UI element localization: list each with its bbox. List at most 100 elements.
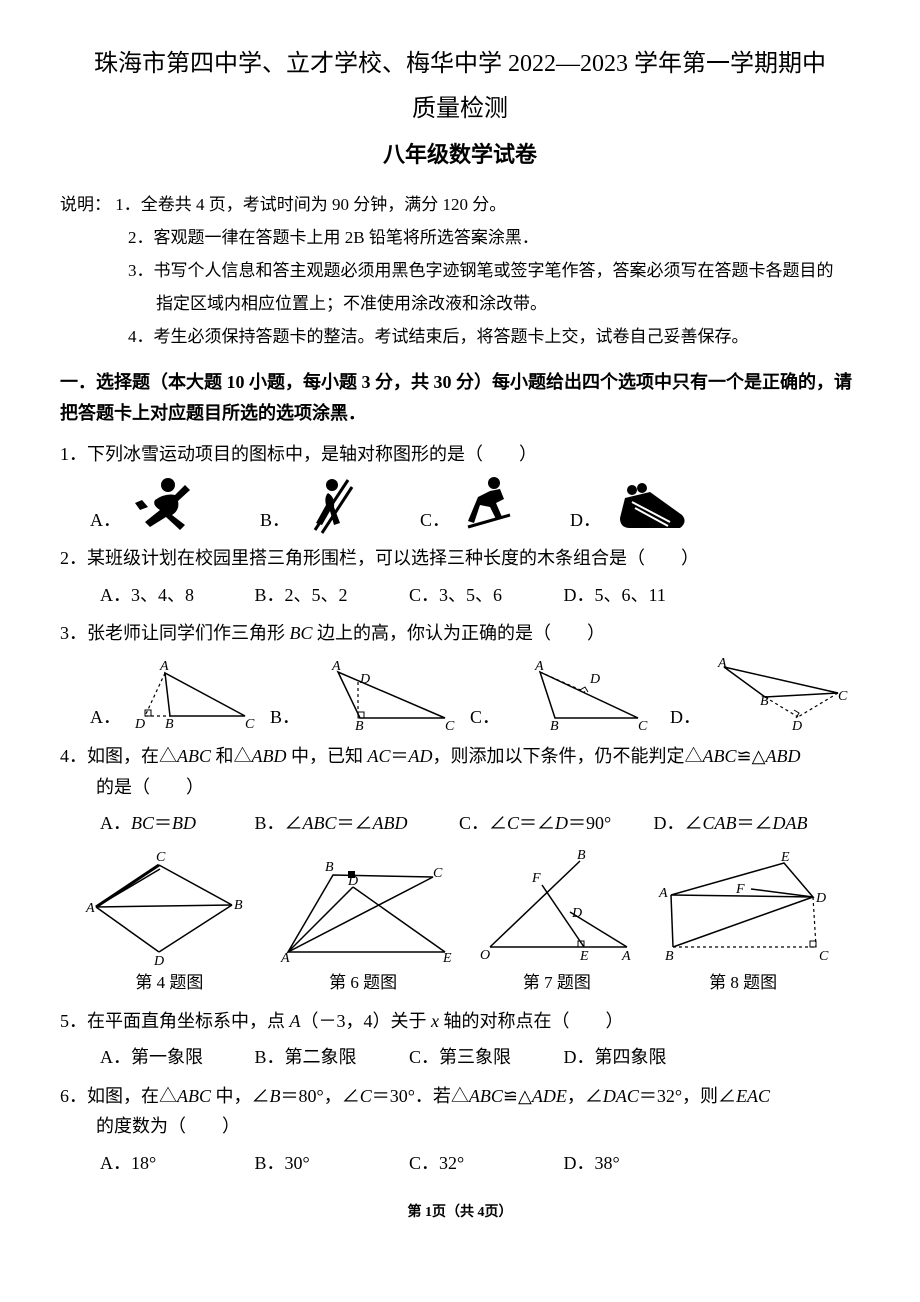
q3-post: 边上的高，你认为正确的是（ ）	[313, 623, 606, 643]
q6-abc: ABC	[177, 1086, 211, 1106]
question-5-text: 5．在平面直角坐标系中，点 A（－3，4）关于 x 轴的对称点在（ ）	[60, 1006, 860, 1037]
figure-q6: B D C A E	[263, 847, 463, 967]
svg-text:C: C	[819, 949, 829, 964]
q3-opt-d-label: D．	[670, 702, 710, 733]
svg-text:C: C	[433, 866, 443, 881]
q6-ade: ADE	[532, 1086, 567, 1106]
q4c-l: C	[507, 813, 519, 833]
q4-abc: ABC	[177, 746, 211, 766]
page-title-line2: 质量检测	[60, 89, 860, 130]
question-1-text: 1．下列冰雪运动项目的图标中，是轴对称图形的是（ ）	[60, 439, 860, 470]
svg-text:B: B	[234, 898, 243, 913]
q2-opt-a: A．3、4、8	[100, 580, 250, 611]
q4-ac: AC	[368, 746, 391, 766]
instruction-3b: 指定区域内相应位置上；不准使用涂改液和涂改带。	[60, 290, 860, 319]
svg-text:E: E	[780, 850, 790, 865]
svg-text:A: A	[280, 951, 290, 966]
svg-text:B: B	[550, 719, 559, 733]
q6-dac: DAC	[603, 1086, 639, 1106]
figure-q6-caption: 第 6 题图	[329, 969, 397, 998]
svg-text:A: A	[621, 949, 631, 964]
svg-text:D: D	[134, 717, 145, 732]
svg-text:D: D	[815, 891, 826, 906]
sport-icon-b	[300, 475, 360, 535]
question-4-text: 4．如图，在△ABC 和△ABD 中，已知 AC＝AD，则添加以下条件，仍不能判…	[60, 741, 860, 802]
instruction-4: 4．考生必须保持答题卡的整洁。考试结束后，将答题卡上交，试卷自己妥善保存。	[60, 323, 860, 352]
q3-opt-b-label: B．	[270, 702, 310, 733]
page-subtitle: 八年级数学试卷	[60, 136, 860, 173]
q6-m1: 中，∠	[211, 1086, 270, 1106]
figure-q8: E A F D B C	[651, 847, 836, 967]
q6-opt-b: B．30°	[255, 1148, 405, 1179]
question-6-options: A．18° B．30° C．32° D．38°	[100, 1148, 860, 1179]
q4c-r: D	[555, 813, 568, 833]
q6-opt-d: D．38°	[564, 1148, 714, 1179]
svg-text:B: B	[355, 719, 364, 733]
svg-text:C: C	[245, 717, 255, 732]
page-title-line1: 珠海市第四中学、立才学校、梅华中学 2022—2023 学年第一学期期中	[60, 44, 860, 85]
svg-text:B: B	[577, 848, 586, 863]
question-2-text: 2．某班级计划在校园里搭三角形围栏，可以选择三种长度的木条组合是（ ）	[60, 543, 860, 574]
triangle-altitude-a: A D B C	[130, 658, 260, 733]
sport-icon-d	[610, 480, 690, 535]
sport-icon-a	[130, 475, 200, 535]
svg-text:A: A	[534, 659, 544, 674]
question-4-options: A．BC＝BD B．∠ABC＝∠ABD C．∠C＝∠D＝90° D．∠CAB＝∠…	[100, 808, 860, 839]
triangle-altitude-c: A D B C	[510, 658, 660, 733]
q5-axis: x	[431, 1011, 439, 1031]
instruction-3a: 3．书写个人信息和答主观题必须用黑色字迹钢笔或签字笔作答，答案必须写在答题卡各题…	[60, 257, 860, 286]
q4d-eq: ＝∠	[737, 813, 773, 833]
q5-coords: （－3，4）关于	[301, 1011, 432, 1031]
q6-line2: 的度数为（ ）	[60, 1111, 860, 1142]
question-5-options: A．第一象限 B．第二象限 C．第三象限 D．第四象限	[100, 1042, 860, 1073]
svg-text:C: C	[445, 719, 455, 733]
q4d-l: CAB	[703, 813, 737, 833]
svg-text:D: D	[153, 954, 164, 967]
q5-opt-a: A．第一象限	[100, 1042, 250, 1073]
svg-text:E: E	[442, 951, 452, 966]
q5-pt: A	[290, 1011, 301, 1031]
question-3-text: 3．张老师让同学们作三角形 BC 边上的高，你认为正确的是（ ）	[60, 618, 860, 649]
q1-opt-a-label: A．	[90, 505, 130, 536]
q4-eq1: ＝	[391, 746, 409, 766]
q4-m2: 中，已知	[287, 746, 368, 766]
q6-eac: EAC	[736, 1086, 770, 1106]
q2-opt-d: D．5、6、11	[564, 580, 714, 611]
q4-m3: ，则添加以下条件，仍不能判定△	[433, 746, 703, 766]
instructions-block: 说明： 1．全卷共 4 页，考试时间为 90 分钟，满分 120 分。 2．客观…	[60, 191, 860, 351]
q4c-suf: ＝90°	[568, 813, 611, 833]
q4-ad: AD	[409, 746, 433, 766]
q1-opt-c-label: C．	[420, 505, 460, 536]
figure-q4: C A B D	[84, 847, 254, 967]
q3-pre: 3．张老师让同学们作三角形	[60, 623, 290, 643]
q4-m1: 和△	[211, 746, 252, 766]
q6-v1: ＝80°，∠	[281, 1086, 360, 1106]
q4-abc2: ABC	[703, 746, 737, 766]
svg-text:A: A	[85, 901, 95, 916]
q4b-r: ABD	[373, 813, 408, 833]
figure-row-4678: C A B D 第 4 题图 B D C A E 第 6 题图	[80, 847, 840, 998]
svg-text:F: F	[735, 882, 745, 897]
svg-text:D: D	[791, 719, 802, 733]
q6-opt-c: C．32°	[409, 1148, 559, 1179]
q6-v2: ＝30°．若△	[372, 1086, 469, 1106]
q4a-pre: A．	[100, 813, 131, 833]
svg-text:C: C	[838, 689, 848, 704]
question-1-figures: A． B． C． D．	[90, 475, 860, 535]
section-1-heading: 一．选择题（本大题 10 小题，每小题 3 分，共 30 分）每小题给出四个选项…	[60, 367, 860, 428]
q5-pre: 5．在平面直角坐标系中，点	[60, 1011, 290, 1031]
q4-cong: ≌△	[737, 746, 766, 766]
svg-text:C: C	[638, 719, 648, 733]
q4-line2: 的是（ ）	[60, 772, 860, 803]
page-footer: 第 1页（共 4页）	[60, 1201, 860, 1225]
instruction-2: 2．客观题一律在答题卡上用 2B 铅笔将所选答案涂黑．	[60, 224, 860, 253]
figure-q7-caption: 第 7 题图	[523, 969, 591, 998]
question-6-text: 6．如图，在△ABC 中，∠B＝80°，∠C＝30°．若△ABC≌△ADE，∠D…	[60, 1081, 860, 1142]
q4b-l: ABC	[303, 813, 337, 833]
q4c-pre: C．∠	[459, 813, 507, 833]
q4-abd2: ABD	[765, 746, 800, 766]
q4-abd: ABD	[252, 746, 287, 766]
q6-c: C	[360, 1086, 372, 1106]
sport-icon-c	[460, 475, 520, 535]
q6-v3: ＝32°，则∠	[639, 1086, 736, 1106]
